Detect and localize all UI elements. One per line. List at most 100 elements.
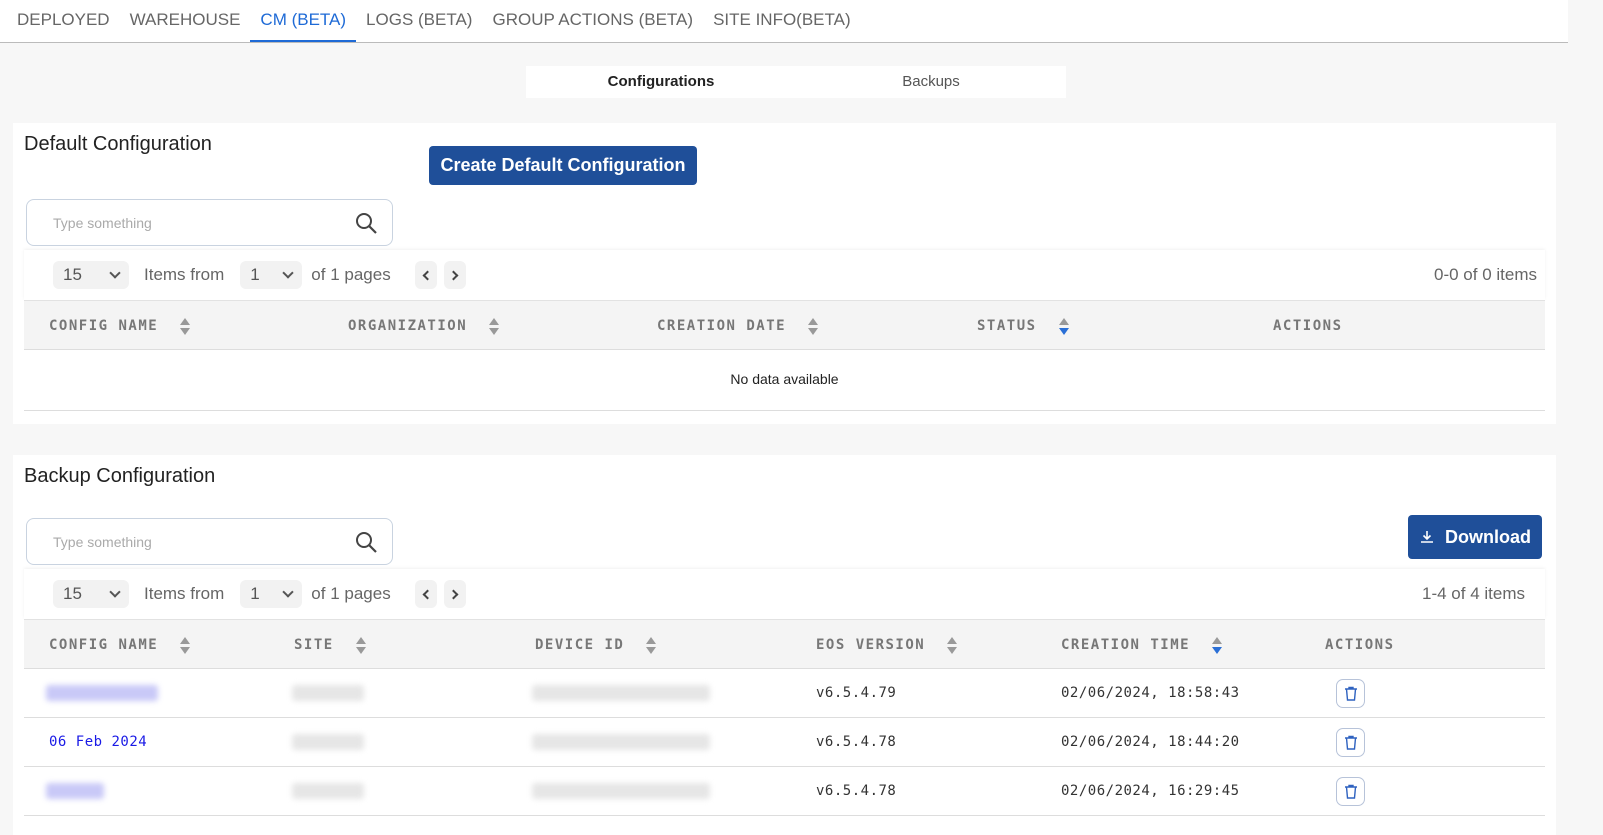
chevron-down-icon [282,267,294,279]
site-redacted [292,734,364,750]
prev-page-button[interactable] [414,580,437,608]
eos-version: v6.5.4.79 [816,685,897,701]
table-body: v6.5.4.79 02/06/2024, 18:58:43 06 Feb 2024… [24,669,1545,816]
config-name-link[interactable]: 06 Feb 2024 [49,734,148,750]
create-default-configuration-button[interactable]: Create Default Configuration [429,146,697,185]
tab-site-info[interactable]: SITE INFO(BETA) [713,10,851,29]
page-value: 1 [250,584,260,603]
of-pages-label: of 1 pages [311,265,391,284]
page-size-value: 15 [63,584,82,603]
col-actions: ACTIONS [1273,318,1343,334]
config-name-link-redacted[interactable] [46,783,104,799]
next-page-button[interactable] [443,580,466,608]
next-page-button[interactable] [443,261,466,289]
col-eos-version[interactable]: EOS VERSION [816,620,958,670]
download-button[interactable]: Download [1408,515,1542,559]
device-id-redacted [532,685,710,701]
page-size-select[interactable]: 15 [53,261,129,289]
sort-icon [180,636,191,654]
sort-icon [947,636,958,654]
of-pages-label: of 1 pages [311,584,391,603]
page-size-value: 15 [63,265,82,284]
chevron-left-icon [422,270,433,280]
trash-icon [1343,783,1359,800]
col-status[interactable]: STATUS [977,301,1069,351]
tab-deployed[interactable]: DEPLOYED [17,10,110,29]
table-row: v6.5.4.79 02/06/2024, 18:58:43 [24,669,1545,718]
sort-icon [355,636,366,654]
device-id-redacted [532,734,710,750]
col-creation-date[interactable]: CREATION DATE [657,301,819,351]
default-config-table: CONFIG NAME ORGANIZATION CREATION DATE S… [24,300,1545,411]
config-name-link-redacted[interactable] [46,685,158,701]
prev-page-button[interactable] [414,261,437,289]
tab-warehouse[interactable]: WAREHOUSE [129,10,241,29]
chevron-down-icon [109,267,121,279]
tab-group-actions[interactable]: GROUP ACTIONS (BETA) [492,10,694,29]
default-configuration-card: Default Configuration Create Default Con… [13,123,1556,424]
empty-state: No data available [24,350,1545,411]
sort-desc-icon [1058,317,1069,335]
site-redacted [292,783,364,799]
chevron-left-icon [422,589,433,599]
tab-cm[interactable]: CM (BETA) [250,0,357,42]
page-size-select[interactable]: 15 [53,580,129,608]
items-summary: 0-0 of 0 items [1434,265,1537,284]
sub-tabs: Configurations Backups [526,66,1066,98]
search-icon[interactable] [354,211,378,235]
table-row: 06 Feb 2024 v6.5.4.78 02/06/2024, 18:44:20 [24,718,1545,767]
delete-button[interactable] [1336,679,1365,708]
sort-desc-icon [1212,636,1223,654]
items-from-label: Items from [144,584,225,603]
col-device-id[interactable]: DEVICE ID [535,620,657,670]
page-select[interactable]: 1 [240,580,303,608]
table-header: CONFIG NAME SITE DEVICE ID EOS VERSION C… [24,619,1545,669]
search-box [26,199,393,246]
col-config-name[interactable]: CONFIG NAME [49,620,191,670]
device-id-redacted [532,783,710,799]
delete-button[interactable] [1336,777,1365,806]
section-title: Default Configuration [24,133,212,155]
search-box [26,518,393,565]
download-label: Download [1445,526,1531,547]
page-value: 1 [250,265,260,284]
chevron-down-icon [109,586,121,598]
sort-icon [489,317,500,335]
subtab-backups[interactable]: Backups [902,73,960,90]
subtab-configurations[interactable]: Configurations [607,73,715,90]
chevron-down-icon [282,586,294,598]
pagination-bar: 15 Items from 1 of 1 pages 0-0 of 0 item… [24,250,1545,300]
col-organization[interactable]: ORGANIZATION [348,301,500,351]
creation-time: 02/06/2024, 18:58:43 [1061,685,1240,701]
eos-version: v6.5.4.78 [816,783,897,799]
col-actions: ACTIONS [1325,637,1395,653]
chevron-right-icon [448,270,459,280]
backup-configuration-card: Backup Configuration Download 15 Items f… [13,455,1556,835]
chevron-right-icon [448,589,459,599]
table-row: v6.5.4.78 02/06/2024, 16:29:45 [24,767,1545,816]
backup-config-table: CONFIG NAME SITE DEVICE ID EOS VERSION C… [24,619,1545,816]
search-input[interactable] [53,533,354,550]
pagination-bar: 15 Items from 1 of 1 pages 1-4 of 4 item… [24,569,1545,619]
search-input[interactable] [53,214,354,231]
sort-icon [646,636,657,654]
eos-version: v6.5.4.78 [816,734,897,750]
col-creation-time[interactable]: CREATION TIME [1061,620,1223,670]
delete-button[interactable] [1336,728,1365,757]
table-header: CONFIG NAME ORGANIZATION CREATION DATE S… [24,300,1545,350]
page-select[interactable]: 1 [240,261,303,289]
section-title: Backup Configuration [24,465,216,487]
search-icon[interactable] [354,530,378,554]
col-site[interactable]: SITE [294,620,366,670]
trash-icon [1343,734,1359,751]
download-icon [1421,531,1433,543]
site-redacted [292,685,364,701]
sort-icon [808,317,819,335]
creation-time: 02/06/2024, 18:44:20 [1061,734,1240,750]
col-config-name[interactable]: CONFIG NAME [49,301,191,351]
trash-icon [1343,685,1359,702]
tab-logs[interactable]: LOGS (BETA) [366,10,473,29]
items-summary: 1-4 of 4 items [1422,584,1525,603]
items-from-label: Items from [144,265,225,284]
top-nav: DEPLOYED WAREHOUSE CM (BETA) LOGS (BETA)… [0,0,1568,43]
